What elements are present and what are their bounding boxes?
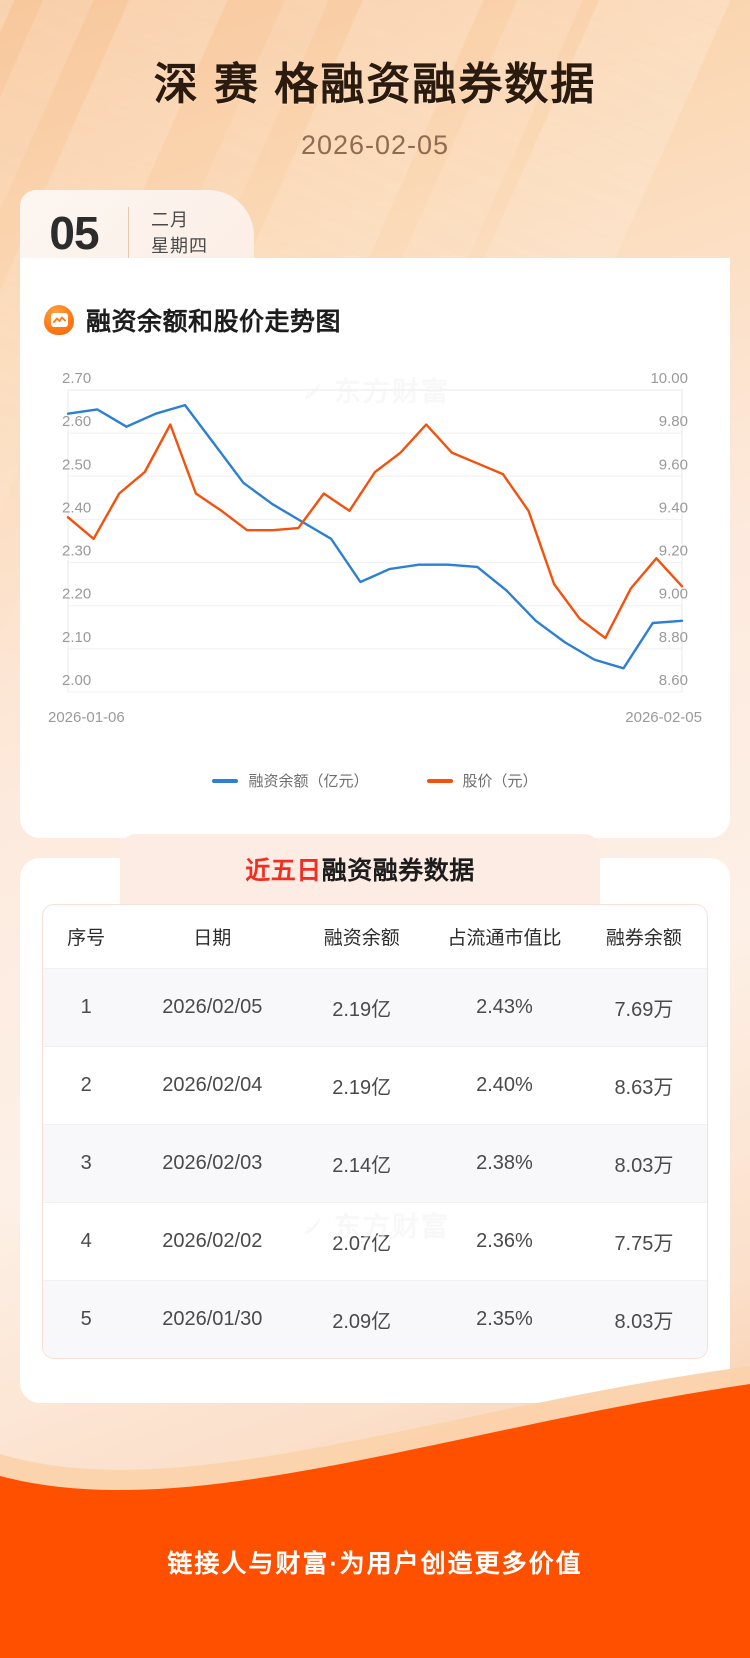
left-axis-tick: 2.10 bbox=[62, 629, 91, 646]
cell-market-cap-ratio: 2.36% bbox=[476, 1230, 533, 1252]
left-axis-tick: 2.30 bbox=[62, 543, 91, 560]
cell-securities-balance: 7.75万 bbox=[614, 1233, 674, 1255]
table-banner-rest: 融资融券数据 bbox=[321, 857, 475, 885]
right-axis-tick: 9.40 bbox=[659, 499, 688, 516]
right-axis-tick: 8.80 bbox=[659, 629, 688, 646]
right-axis-tick: 8.60 bbox=[659, 672, 688, 689]
chart-line-icon bbox=[44, 305, 74, 335]
table-banner: 近五日融资融券数据 bbox=[120, 834, 600, 904]
left-axis-tick: 2.40 bbox=[62, 499, 91, 516]
table-banner-title: 近五日融资融券数据 bbox=[245, 851, 475, 887]
x-axis-tick-end: 2026-02-05 bbox=[625, 709, 702, 726]
legend-label-financing: 融资余额（亿元） bbox=[248, 773, 369, 790]
column-header-index: 序号 bbox=[67, 928, 106, 949]
column-header-securities-balance: 融券余额 bbox=[605, 928, 682, 949]
cell-market-cap-ratio: 2.43% bbox=[476, 996, 533, 1018]
left-axis-tick: 2.50 bbox=[62, 456, 91, 473]
legend-swatch-financing bbox=[212, 778, 239, 783]
left-axis-tick: 2.00 bbox=[62, 672, 91, 689]
poster-header: 深 赛 格融资融券数据 2026-02-05 bbox=[0, 0, 750, 161]
table-card: 近五日融资融券数据 东方财富 序号 日期 融资余额 bbox=[20, 834, 730, 1403]
chart-card: 融资余额和股价走势图 东方财富 2.70 10.00 2.60 9.80 2.50 9.6… bbox=[20, 258, 730, 838]
legend-item-price[interactable]: 股价（元） bbox=[426, 770, 538, 791]
cell-securities-balance: 8.03万 bbox=[614, 1155, 674, 1177]
table-row[interactable]: 2 2026/02/04 2.19亿 2.40% 8.63万 bbox=[43, 1046, 707, 1125]
financing-price-line-chart: 2.70 10.00 2.60 9.80 2.50 9.60 2.40 9.40 2.30 9.2… bbox=[48, 370, 702, 726]
page-title: 深 赛 格融资融券数据 bbox=[153, 60, 597, 109]
table-row[interactable]: 3 2026/02/03 2.14亿 2.38% 8.03万 bbox=[43, 1124, 707, 1203]
left-axis-tick: 2.60 bbox=[62, 413, 91, 430]
x-axis-tick-start: 2026-01-06 bbox=[48, 709, 125, 726]
table-header-row: 序号 日期 融资余额 占流通市值比 融券余额 bbox=[43, 905, 707, 969]
cell-index: 2 bbox=[80, 1074, 92, 1096]
table-row[interactable]: 5 2026/01/30 2.09亿 2.35% 8.03万 bbox=[43, 1280, 707, 1358]
legend-label-price: 股价（元） bbox=[462, 773, 538, 790]
margin-trading-table: 序号 日期 融资余额 占流通市值比 融券余额 1 2026/02/05 2.19亿 2… bbox=[43, 905, 707, 1358]
cell-index: 1 bbox=[80, 996, 92, 1018]
cell-financing-balance: 2.19亿 bbox=[332, 1077, 392, 1099]
chart-legend: 融资余额（亿元） 股价（元） bbox=[20, 770, 730, 791]
column-header-market-cap-ratio: 占流通市值比 bbox=[447, 928, 562, 949]
cell-market-cap-ratio: 2.40% bbox=[476, 1074, 533, 1096]
table-head: 序号 日期 融资余额 占流通市值比 融券余额 bbox=[43, 905, 707, 969]
footer-slogan: 链接人与财富·为用户创造更多价值 bbox=[167, 1550, 583, 1578]
table-row[interactable]: 1 2026/02/05 2.19亿 2.43% 7.69万 bbox=[43, 968, 707, 1047]
right-axis-tick: 9.00 bbox=[659, 586, 688, 603]
cell-index: 5 bbox=[80, 1308, 92, 1330]
cell-index: 4 bbox=[80, 1230, 92, 1252]
chart-section-header: 融资余额和股价走势图 bbox=[20, 258, 730, 338]
footer-wave-decoration bbox=[0, 1366, 750, 1658]
table-banner-highlight: 近五日 bbox=[245, 857, 322, 885]
cell-date: 2026/01/30 bbox=[162, 1308, 263, 1330]
right-axis-tick: 10.00 bbox=[650, 370, 688, 387]
cell-market-cap-ratio: 2.35% bbox=[476, 1308, 533, 1330]
cell-date: 2026/02/05 bbox=[162, 996, 263, 1018]
cell-securities-balance: 8.63万 bbox=[614, 1077, 674, 1099]
date-chip-month-weekday: 二月 星期四 bbox=[129, 207, 208, 259]
cell-financing-balance: 2.19亿 bbox=[332, 999, 392, 1021]
right-axis-tick: 9.80 bbox=[659, 413, 688, 430]
column-header-date: 日期 bbox=[193, 928, 232, 949]
cell-financing-balance: 2.14亿 bbox=[332, 1155, 392, 1177]
date-chip-month: 二月 bbox=[151, 209, 189, 230]
legend-swatch-price bbox=[426, 778, 453, 783]
column-header-financing-balance: 融资余额 bbox=[323, 928, 400, 949]
chart-area: 东方财富 2.70 10.00 2.60 9.80 2.50 9.60 2.40 9.40 2.… bbox=[20, 364, 730, 790]
left-axis-tick: 2.20 bbox=[62, 586, 91, 603]
date-chip-divider bbox=[128, 207, 129, 259]
cell-securities-balance: 7.69万 bbox=[614, 999, 674, 1021]
cell-market-cap-ratio: 2.38% bbox=[476, 1152, 533, 1174]
chart-section-title: 融资余额和股价走势图 bbox=[86, 308, 342, 336]
table-body: 1 2026/02/05 2.19亿 2.43% 7.69万 2 2026/02/04 2.1… bbox=[43, 968, 707, 1358]
cell-date: 2026/02/03 bbox=[162, 1152, 263, 1174]
right-axis-tick: 9.20 bbox=[659, 543, 688, 560]
cell-financing-balance: 2.09亿 bbox=[332, 1311, 392, 1333]
date-chip-weekday: 星期四 bbox=[151, 236, 208, 256]
table-row[interactable]: 4 2026/02/02 2.07亿 2.36% 7.75万 bbox=[43, 1202, 707, 1281]
cell-financing-balance: 2.07亿 bbox=[332, 1233, 392, 1255]
data-table-container: 东方财富 序号 日期 融资余额 占流通市值比 融券余额 1 2026/02/05 2… bbox=[42, 904, 708, 1359]
legend-item-financing[interactable]: 融资余额（亿元） bbox=[212, 770, 369, 791]
cell-index: 3 bbox=[80, 1152, 92, 1174]
series-line-financing bbox=[66, 403, 684, 670]
page-subtitle-date: 2026-02-05 bbox=[300, 130, 450, 160]
cell-securities-balance: 8.03万 bbox=[614, 1311, 674, 1333]
left-axis-tick: 2.70 bbox=[62, 370, 91, 387]
right-axis-tick: 9.60 bbox=[659, 456, 688, 473]
cell-date: 2026/02/02 bbox=[162, 1230, 263, 1252]
date-chip-day: 05 bbox=[49, 207, 99, 259]
cell-date: 2026/02/04 bbox=[162, 1074, 263, 1096]
series-line-price bbox=[66, 423, 684, 640]
